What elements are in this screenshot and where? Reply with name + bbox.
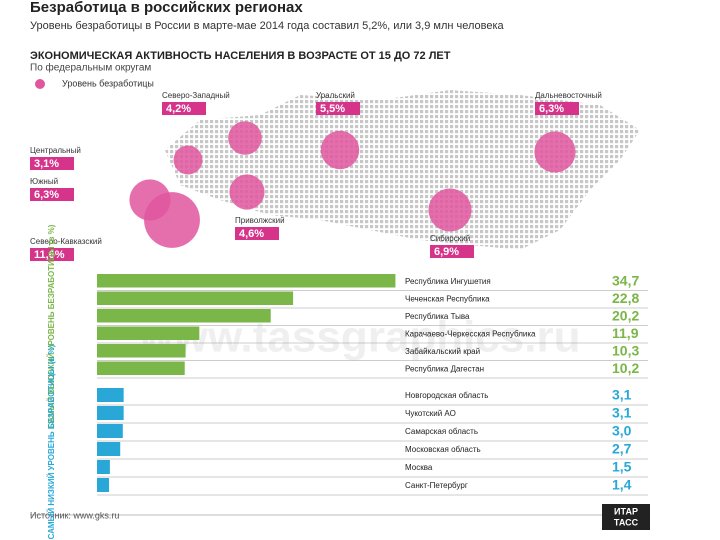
row-value: 10,3: [612, 342, 639, 358]
row-value: 11,9: [612, 325, 639, 341]
row-value: 1,4: [612, 477, 632, 493]
row-value: 3,1: [612, 387, 632, 403]
district-value: 6,3%: [539, 103, 564, 115]
bar: [97, 478, 110, 492]
map-title: ЭКОНОМИЧЕСКАЯ АКТИВНОСТЬ НАСЕЛЕНИЯ В ВОЗ…: [30, 50, 451, 62]
bar: [97, 361, 185, 375]
row-label: Карачаево-Черкесская Республика: [405, 329, 536, 338]
bubble: [428, 188, 472, 232]
bar: [97, 309, 271, 323]
logo-bottom: ТАСС: [614, 517, 639, 527]
row-value: 34,7: [612, 272, 639, 288]
bubble: [173, 145, 203, 175]
bar: [97, 406, 124, 420]
district-name: Северо-Кавказский: [30, 237, 102, 246]
district-value: 4,2%: [166, 103, 191, 115]
row-value: 1,5: [612, 459, 632, 475]
label-box: [162, 102, 206, 115]
row-value: 3,0: [612, 423, 632, 439]
logo-top: ИТАР: [614, 506, 638, 516]
bar: [97, 274, 396, 288]
row-value: 20,2: [612, 307, 639, 323]
bar: [97, 442, 121, 456]
label-box: [235, 227, 279, 240]
row-label: Забайкальский край: [405, 347, 480, 356]
row-value: 3,1: [612, 405, 632, 421]
row-label: Чукотский АО: [405, 409, 456, 418]
group-title: САМЫЙ ВЫСОКИЙ УРОВЕНЬ БЕЗРАБОТИЦЫ (в %): [47, 224, 56, 428]
row-label: Республика Ингушетия: [405, 277, 491, 286]
district-value: 3,1%: [34, 158, 59, 170]
bubble: [228, 121, 262, 155]
logo-box: [602, 504, 650, 530]
bar: [97, 388, 124, 402]
row-label: Новгородская область: [405, 391, 488, 400]
bubble: [144, 192, 200, 248]
district-name: Центральный: [30, 146, 81, 155]
district-value: 11,6%: [34, 249, 65, 261]
bar: [97, 424, 123, 438]
row-label: Чеченская Республика: [405, 294, 490, 303]
row-value: 10,2: [612, 360, 639, 376]
label-box: [30, 188, 74, 201]
district-name: Сибирский: [430, 234, 470, 243]
district-value: 6,9%: [434, 246, 459, 258]
title: Безработица в российских регионах: [30, 0, 303, 16]
legend-swatch: [35, 79, 45, 89]
row-label: Самарская область: [405, 427, 478, 436]
row-value: 2,7: [612, 441, 632, 457]
bubble: [229, 174, 265, 210]
district-name: Северо-Западный: [162, 91, 230, 100]
map-shape: [165, 90, 640, 250]
district-name: Южный: [30, 177, 58, 186]
district-value: 5,5%: [320, 103, 345, 115]
bar: [97, 291, 294, 305]
label-box: [535, 102, 579, 115]
group-title: САМЫЙ НИЗКИЙ УРОВЕНЬ БЕЗРАБОТИЦЫ (в %): [47, 344, 56, 539]
label-box: [30, 248, 74, 261]
district-name: Уральский: [316, 91, 355, 100]
source: Источник: www.gks.ru: [30, 510, 119, 520]
map-subtitle: По федеральным округам: [30, 62, 151, 74]
bar: [97, 460, 110, 474]
bubble: [320, 130, 360, 170]
bubble: [534, 131, 576, 173]
label-box: [430, 245, 474, 258]
label-box: [30, 157, 74, 170]
legend-label: Уровень безработицы: [62, 78, 154, 88]
bar: [97, 326, 200, 340]
row-label: Московская область: [405, 445, 481, 454]
district-value: 6,3%: [34, 189, 59, 201]
row-label: Республика Тыва: [405, 312, 470, 321]
row-label: Москва: [405, 463, 433, 472]
bar: [97, 344, 186, 358]
subtitle: Уровень безработицы в России в марте-мае…: [30, 20, 505, 32]
row-label: Республика Дагестан: [405, 364, 484, 373]
label-box: [316, 102, 360, 115]
district-name: Приволжский: [235, 216, 285, 225]
row-label: Санкт-Петербург: [405, 481, 468, 490]
district-name: Дальневосточный: [535, 91, 602, 100]
district-value: 4,6%: [239, 228, 264, 240]
row-value: 22,8: [612, 290, 639, 306]
